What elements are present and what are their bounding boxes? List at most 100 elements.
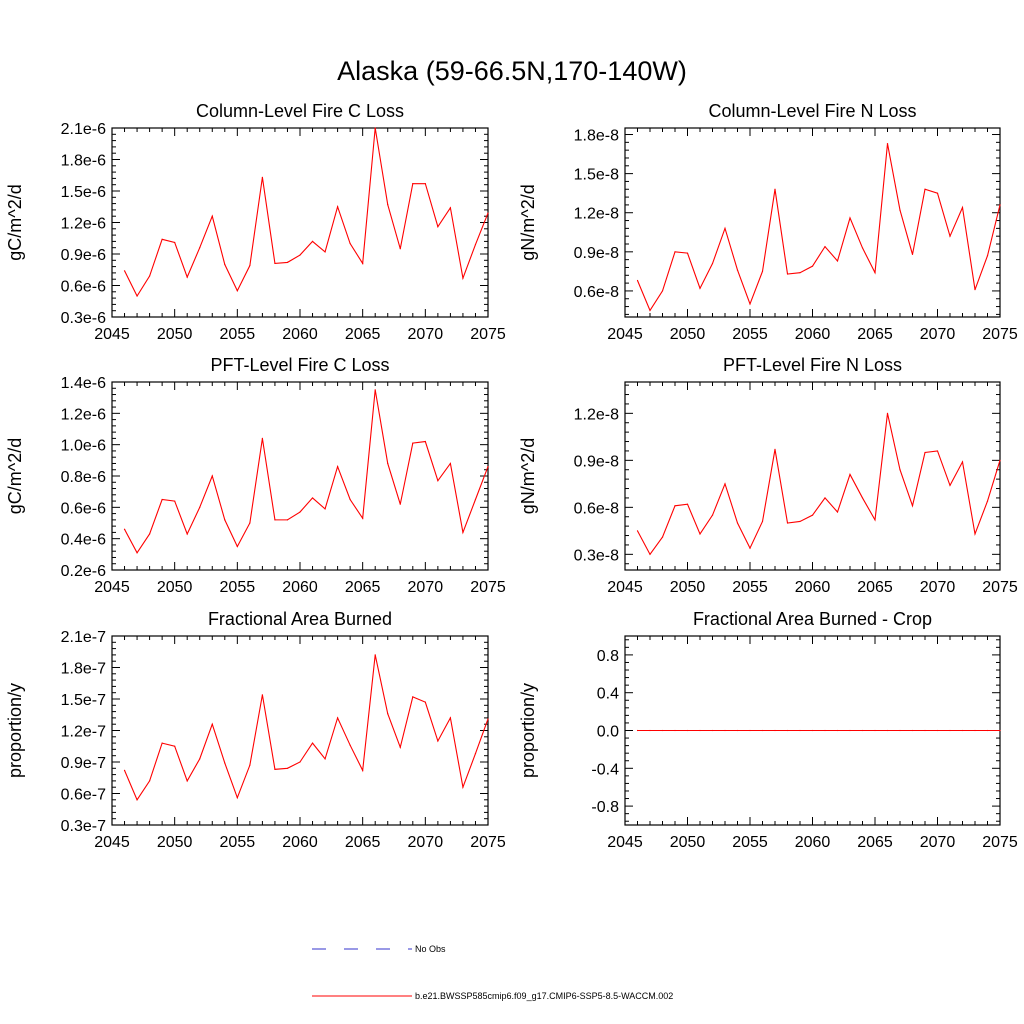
chart6-y-tick-label: 0.0: [597, 724, 619, 741]
chart5-data-point: [224, 762, 226, 764]
chart2-data-point: [974, 289, 976, 291]
chart4-data-point: [961, 461, 964, 463]
chart4-panel: 2045 2050 2055 2060 2065 2070 2075 0.3e-8 0.6e-8…: [518, 355, 1018, 596]
chart2-data-point: [924, 188, 926, 190]
chart5-x-tick-label: 2050: [157, 834, 193, 851]
chart3-y-tick-label: 0.8e-6: [61, 469, 106, 486]
chart6-x-tick-label: 2075: [982, 834, 1018, 851]
chart5-data-point: [199, 758, 201, 760]
chart2-data-point: [724, 227, 726, 229]
chart4-data-point: [924, 451, 926, 454]
chart4-x-tick-label: 2060: [795, 579, 831, 596]
chart1-data-point: [136, 295, 138, 297]
chart5-frame: [111, 635, 489, 826]
chart3-data-point: [337, 466, 339, 468]
chart2-data-point: [861, 247, 864, 249]
chart1-data-point: [123, 270, 126, 272]
chart1-data-point: [299, 254, 301, 256]
chart1-data-point: [311, 240, 314, 242]
chart6-data-point: [686, 729, 689, 732]
chart3-data-point: [174, 500, 176, 502]
chart1-data-point: [149, 275, 151, 277]
chart3-data-point: [161, 498, 163, 501]
chart1-data-point: [161, 238, 163, 240]
chart6-data-point: [874, 729, 876, 732]
chart6-y-tick-label: -0.8: [591, 799, 619, 816]
chart5-y-tick-label: 1.2e-7: [61, 724, 106, 741]
chart1-y-tick-label: 2.1e-6: [61, 121, 106, 138]
chart6-data-point: [849, 729, 851, 732]
chart2-data-point: [874, 272, 876, 274]
chart3-y-tick-label: 0.2e-6: [61, 563, 106, 580]
chart5-data-point: [299, 761, 301, 763]
chart3-data-point: [412, 442, 414, 444]
chart6-data-point: [899, 729, 901, 732]
chart6-x-tick-label: 2060: [795, 834, 831, 851]
chart2-title: Column-Level Fire N Loss: [708, 101, 916, 121]
chart4-data-point: [811, 514, 814, 516]
chart2-x-tick-label: 2075: [982, 326, 1018, 343]
chart1-y-tick-label: 1.5e-6: [61, 184, 106, 201]
chart3-x-tick-label: 2045: [94, 579, 130, 596]
chart3-x-tick-label: 2075: [470, 579, 506, 596]
chart4-data-point: [949, 484, 951, 486]
chart2-data-point: [761, 270, 764, 272]
chart2-panel: 2045 2050 2055 2060 2065 2070 2075 0.6e-8 0.9e-8…: [518, 101, 1018, 343]
chart6-y-tick-label: -0.4: [591, 761, 619, 778]
chart1-x-tick-label: 2065: [345, 326, 381, 343]
chart6-data-point: [811, 729, 814, 732]
chart5-data-point: [399, 746, 401, 748]
chart4-data-point: [824, 497, 826, 499]
chart2-series-line: [636, 143, 1001, 312]
chart1-data-point: [474, 243, 477, 246]
chart1-x-tick-label: 2055: [220, 326, 256, 343]
chart3-data-point: [449, 462, 451, 465]
chart1-data-point: [261, 176, 263, 178]
chart5-data-point: [487, 718, 489, 720]
chart4-data-point: [674, 505, 676, 507]
chart2-data-point: [786, 273, 789, 275]
chart6-x-tick-label: 2065: [857, 834, 893, 851]
chart3-y-tick-label: 1.4e-6: [61, 375, 106, 392]
chart6-data-point: [661, 729, 664, 732]
chart5-x-tick-label: 2070: [408, 834, 444, 851]
chart2-y-tick-label: 1.2e-8: [574, 206, 619, 223]
chart4-data-point: [886, 412, 889, 414]
chart3-y-tick-label: 1.2e-6: [61, 406, 106, 423]
chart4-data-point: [749, 547, 751, 549]
chart5-y-tick-label: 0.6e-7: [61, 787, 106, 804]
legend: No Obs b.e21.BWSSP585cmip6.f09_g17.CMIP6…: [312, 944, 673, 1001]
chart3-data-point: [224, 519, 226, 521]
chart4-y-tick-label: 0.9e-8: [574, 453, 619, 470]
chart2-y-tick-label: 0.6e-8: [574, 284, 619, 301]
chart3-data-point: [123, 528, 126, 530]
chart6-panel: 2045 2050 2055 2060 2065 2070 2075 -0.8 -0.4 0.0 0…: [518, 609, 1018, 851]
chart5-x-tick-label: 2065: [345, 834, 381, 851]
chart6-data-point: [911, 729, 914, 732]
chart4-data-point: [774, 448, 776, 450]
chart6-data-point: [799, 729, 801, 732]
chart4-data-point: [899, 469, 901, 471]
chart6-data-point: [711, 729, 714, 732]
chart3-x-tick-label: 2060: [282, 579, 318, 596]
chart4-data-point: [736, 522, 739, 524]
chart5-data-point: [249, 764, 251, 766]
chart1-data-point: [412, 183, 414, 185]
chart4-x-tick-label: 2075: [982, 579, 1018, 596]
chart3-panel: 2045 2050 2055 2060 2065 2070 2075 0.2e-6 0.4e-6…: [5, 355, 506, 596]
chart6-x-tick-label: 2050: [670, 834, 706, 851]
chart4-title: PFT-Level Fire N Loss: [723, 355, 902, 375]
chart4-data-point: [861, 497, 864, 499]
chart3-data-point: [299, 511, 301, 513]
chart3-data-point: [349, 498, 351, 501]
chart5-x-tick-label: 2060: [282, 834, 318, 851]
chart3-data-point: [474, 498, 477, 501]
chart1-y-tick-label: 0.9e-6: [61, 247, 106, 264]
chart6-data-point: [974, 729, 976, 732]
chart1-data-point: [274, 262, 276, 265]
chart2-data-point: [949, 235, 951, 237]
chart2-x-tick-label: 2065: [857, 326, 893, 343]
chart1-y-tick-label: 0.6e-6: [61, 279, 106, 296]
chart1-data-point: [487, 212, 489, 214]
chart2-x-tick-label: 2070: [920, 326, 956, 343]
